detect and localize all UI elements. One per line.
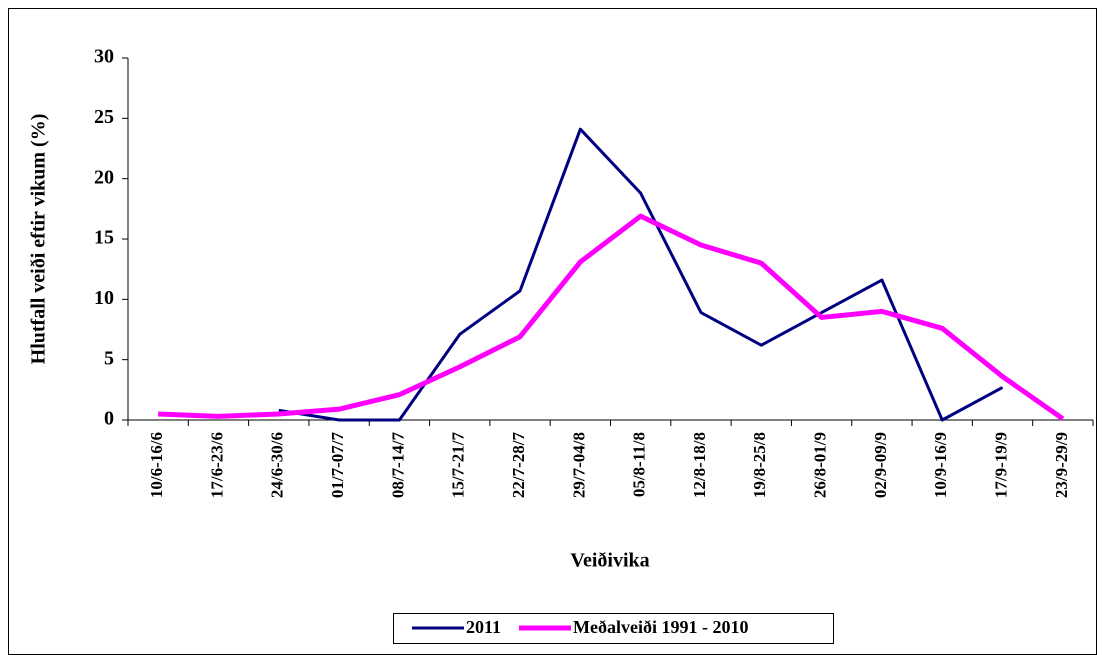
series-line [158, 213, 1065, 421]
legend: 2011 Meðalveiði 1991 - 2010 [393, 613, 834, 644]
y-tick-label: 0 [104, 408, 114, 430]
x-tick-label: 02/9-09/9 [871, 432, 890, 498]
legend-label: 2011 [466, 617, 501, 637]
x-axis-label: Veiðivika [570, 550, 649, 572]
legend-box [393, 613, 834, 644]
y-tick-label: 15 [94, 227, 114, 249]
x-tick-label: 10/9-16/9 [931, 432, 950, 498]
x-tick-label: 10/6-16/6 [147, 432, 166, 498]
x-tick-label: 19/8-25/8 [750, 432, 769, 498]
x-tick-label: 17/9-19/9 [991, 432, 1010, 498]
y-tick-label: 30 [94, 46, 114, 68]
chart-frame [8, 8, 1097, 655]
x-tick-label: 23/9-29/9 [1052, 432, 1071, 498]
legend-label: Meðalveiði 1991 - 2010 [573, 617, 748, 637]
y-tick-label: 25 [94, 106, 114, 128]
y-tick-label: 20 [94, 166, 114, 188]
y-tick-label: 10 [94, 287, 114, 309]
x-tick-label: 08/7-14/7 [388, 432, 407, 499]
y-tick-label: 5 [104, 347, 114, 369]
x-tick-label: 26/8-01/9 [811, 432, 830, 498]
x-tick-label: 01/7-07/7 [328, 432, 347, 499]
x-tick-label: 29/7-04/8 [569, 432, 588, 498]
y-axis-label: Hlutfall veiði eftir vikum (%) [28, 114, 50, 365]
x-tick-label: 24/6-30/6 [268, 432, 287, 498]
series-line [278, 127, 1004, 422]
x-tick-label: 12/8-18/8 [690, 432, 709, 498]
x-tick-label: 17/6-23/6 [207, 432, 226, 498]
x-tick-label: 05/8-11/8 [630, 432, 649, 497]
x-tick-label: 22/7-28/7 [509, 432, 528, 499]
x-tick-label: 15/7-21/7 [449, 432, 468, 499]
